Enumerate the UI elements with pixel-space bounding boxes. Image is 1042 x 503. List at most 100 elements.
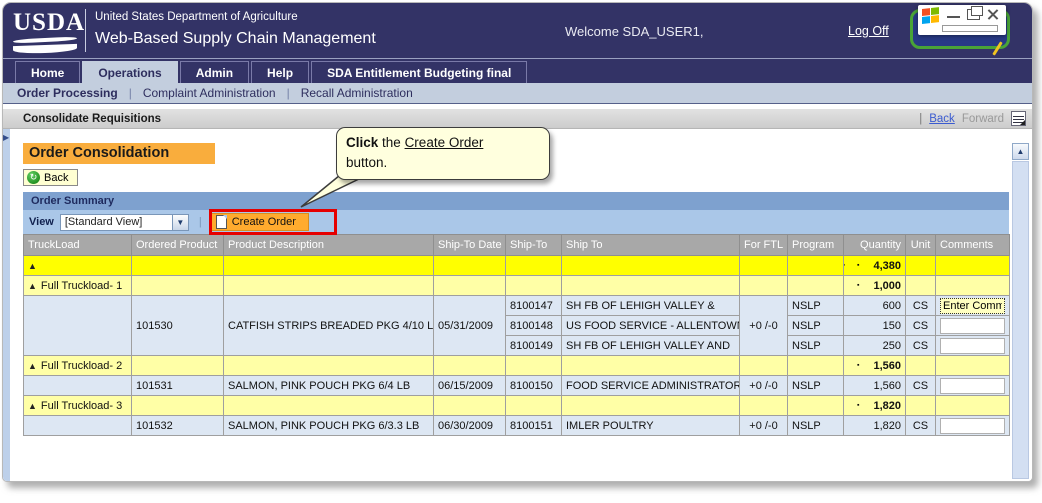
callout-mid: the xyxy=(378,135,404,150)
usda-logo: USDA xyxy=(13,9,77,53)
header-divider xyxy=(85,9,86,52)
history-forward-link[interactable]: Forward xyxy=(962,113,1004,125)
table-toolbar: View [Standard View] ▼ | Create Order xyxy=(23,210,1009,234)
table-row-group-2: ▲Full Truckload- 2 ▪ 1,560 xyxy=(24,356,1010,376)
view-dropdown[interactable]: [Standard View] ▼ xyxy=(60,214,189,231)
cell-ship-to-name: US FOOD SERVICE - ALLENTOWN xyxy=(562,316,740,336)
department-line: United States Department of Agriculture xyxy=(95,11,376,23)
group-quantity: 1,000 xyxy=(873,280,901,292)
group-label: Full Truckload- 1 xyxy=(41,280,122,292)
page-title-bar: Consolidate Requisitions | Back Forward xyxy=(3,109,1032,129)
col-ship-to[interactable]: Ship-To xyxy=(506,235,562,256)
collapse-triangle-icon[interactable]: ▲ xyxy=(28,361,37,371)
nav-panel-collapsed[interactable]: ▶ xyxy=(3,129,10,482)
windows-flag-icon xyxy=(922,7,940,25)
tab-home[interactable]: Home xyxy=(15,61,80,83)
cell-product: 101532 xyxy=(132,416,224,436)
cell-for-ftl: +0 /-0 xyxy=(740,376,788,396)
col-product-description[interactable]: Product Description xyxy=(224,235,434,256)
cell-ship-date: 06/30/2009 xyxy=(434,416,506,436)
col-quantity[interactable]: Quantity xyxy=(844,235,906,256)
order-summary-panel: Order Summary View [Standard View] ▼ | C… xyxy=(23,192,1009,436)
scrollbar-track[interactable] xyxy=(1012,161,1029,479)
view-dropdown-value: [Standard View] xyxy=(60,214,172,231)
comment-input[interactable] xyxy=(940,318,1005,334)
minimize-icon[interactable] xyxy=(947,9,960,18)
cell-unit: CS xyxy=(906,296,936,316)
scrollbar-up-icon[interactable]: ▲ xyxy=(1012,143,1029,160)
table-row-item: 101530 CATFISH STRIPS BREADED PKG 4/10 L… xyxy=(24,296,1010,316)
instruction-callout: Click the Create Order button. xyxy=(336,127,550,180)
toolbar-separator: | xyxy=(199,216,202,228)
cell-quantity: 250 xyxy=(844,336,906,356)
content-area: ▶ Order Consolidation ↻ Back Order Summa… xyxy=(3,129,1032,482)
cell-description: CATFISH STRIPS BREADED PKG 4/10 LB xyxy=(224,296,434,356)
cell-ship-to-name: SH FB OF LEHIGH VALLEY AND xyxy=(562,336,740,356)
comment-input[interactable] xyxy=(940,418,1005,434)
usda-logo-swoosh-icon xyxy=(13,36,77,43)
col-truckload[interactable]: TruckLoad xyxy=(24,235,132,256)
cell-quantity: 150 xyxy=(844,316,906,336)
col-ship-to-name[interactable]: Ship To xyxy=(562,235,740,256)
pagebar-separator: | xyxy=(919,113,922,125)
tab-operations[interactable]: Operations xyxy=(82,61,177,83)
table-row-item: 101531 SALMON, PINK POUCH PKG 6/4 LB 06/… xyxy=(24,376,1010,396)
table-row-item: 101532 SALMON, PINK POUCH PKG 6/3.3 LB 0… xyxy=(24,416,1010,436)
app-header: USDA United States Department of Agricul… xyxy=(3,3,1032,59)
cell-description: SALMON, PINK POUCH PKG 6/3.3 LB xyxy=(224,416,434,436)
cell-description: SALMON, PINK POUCH PKG 6/4 LB xyxy=(224,376,434,396)
collapse-triangle-icon[interactable]: ▲ xyxy=(28,261,37,271)
cell-ship-to-name: IMLER POULTRY xyxy=(562,416,740,436)
cell-for-ftl: +0 /-0 xyxy=(740,296,788,356)
tab-admin[interactable]: Admin xyxy=(180,61,249,83)
close-icon[interactable] xyxy=(987,9,1000,20)
callout-underlined: Create Order xyxy=(405,135,484,150)
cell-quantity: 600 xyxy=(844,296,906,316)
window-controls xyxy=(918,5,1006,35)
cell-program: NSLP xyxy=(788,376,844,396)
log-off-link[interactable]: Log Off xyxy=(848,24,889,38)
page-menu-icon[interactable] xyxy=(1011,111,1026,126)
col-comments[interactable]: Comments xyxy=(936,235,1010,256)
history-back-link[interactable]: Back xyxy=(929,113,955,125)
subnav-order-processing[interactable]: Order Processing xyxy=(17,86,118,100)
back-arrow-icon: ↻ xyxy=(27,171,40,184)
subnav-recall-administration[interactable]: Recall Administration xyxy=(301,86,413,100)
cell-ship-to: 8100149 xyxy=(506,336,562,356)
cell-ship-to: 8100147 xyxy=(506,296,562,316)
create-order-button[interactable]: Create Order xyxy=(211,213,309,231)
collapse-triangle-icon[interactable]: ▲ xyxy=(28,281,37,291)
callout-bold: Click xyxy=(346,135,378,150)
col-for-ftl[interactable]: For FTL xyxy=(740,235,788,256)
cell-ship-to-name: SH FB OF LEHIGH VALLEY & xyxy=(562,296,740,316)
panel-expander-arrow-icon[interactable]: ▶ xyxy=(3,133,9,142)
collapse-triangle-icon[interactable]: ▲ xyxy=(28,401,37,411)
sum-marker-icon: ▪ xyxy=(857,402,864,409)
window-title-bar xyxy=(942,25,998,32)
tab-sda-entitlement-budgeting[interactable]: SDA Entitlement Budgeting final xyxy=(311,61,527,83)
col-ordered-product[interactable]: Ordered Product xyxy=(132,235,224,256)
welcome-text: Welcome SDA_USER1, xyxy=(565,24,703,39)
breadcrumb: Consolidate Requisitions xyxy=(23,113,161,125)
cell-ship-to: 8100148 xyxy=(506,316,562,336)
col-program[interactable]: Program xyxy=(788,235,844,256)
page-title: Order Consolidation xyxy=(23,143,215,164)
restore-icon[interactable] xyxy=(967,9,980,20)
subnav-complaint-administration[interactable]: Complaint Administration xyxy=(143,86,276,100)
comment-input[interactable] xyxy=(940,298,1005,314)
table-row-group-1: ▲Full Truckload- 1 ▪ 1,000 xyxy=(24,276,1010,296)
sub-nav: Order Processing | Complaint Administrat… xyxy=(3,83,1032,104)
col-ship-to-date[interactable]: Ship-To Date xyxy=(434,235,506,256)
comment-input[interactable] xyxy=(940,378,1005,394)
comment-input[interactable] xyxy=(940,338,1005,354)
application-window: USDA United States Department of Agricul… xyxy=(2,2,1033,482)
main-nav: Home Operations Admin Help SDA Entitleme… xyxy=(3,59,1032,83)
col-unit[interactable]: Unit xyxy=(906,235,936,256)
create-order-label: Create Order xyxy=(232,216,296,228)
group-quantity: 1,820 xyxy=(873,400,901,412)
vertical-scrollbar[interactable]: ▲ xyxy=(1012,143,1029,479)
chevron-down-icon[interactable]: ▼ xyxy=(172,214,189,231)
tab-help[interactable]: Help xyxy=(251,61,309,83)
cell-program: NSLP xyxy=(788,336,844,356)
back-button[interactable]: ↻ Back xyxy=(23,169,78,186)
